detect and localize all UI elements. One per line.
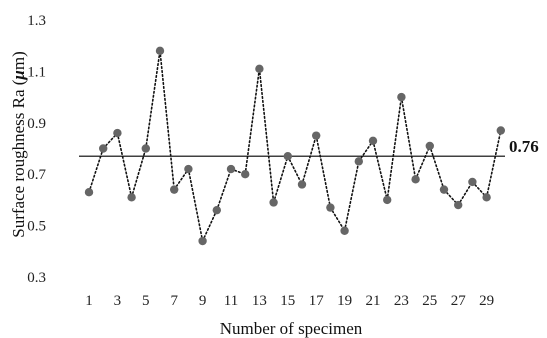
data-point [297, 180, 307, 189]
series-segment [485, 129, 502, 199]
x-tick-label: 21 [366, 293, 381, 309]
x-tick-label: 29 [479, 293, 494, 309]
y-tick-label: 1.3 [27, 13, 46, 29]
data-point [368, 136, 378, 145]
data-point [170, 185, 179, 194]
data-point [99, 144, 108, 153]
series-segment [159, 50, 175, 191]
series-segment [201, 209, 218, 242]
series-segment [286, 155, 303, 186]
series-segment [301, 134, 318, 186]
series-segment [116, 132, 133, 199]
x-tick-label: 13 [252, 293, 267, 309]
data-point [269, 198, 278, 207]
data-point [397, 92, 406, 102]
y-tick-label: 0.9 [27, 116, 46, 132]
data-point [383, 195, 392, 205]
x-tick-label: 1 [85, 293, 93, 309]
data-point [326, 203, 335, 212]
series-segment [258, 68, 275, 204]
data-point [340, 226, 349, 235]
series-segment [428, 145, 445, 191]
series-segment [343, 160, 360, 232]
series-segment [187, 168, 204, 242]
x-tick-label: 3 [114, 293, 122, 309]
x-tick-label: 19 [337, 293, 352, 309]
data-point [482, 193, 491, 202]
data-point [141, 144, 150, 153]
data-point [184, 164, 193, 174]
data-point [496, 126, 505, 135]
data-point [226, 164, 236, 174]
series-segment [88, 147, 104, 193]
data-point [312, 131, 321, 140]
series-segment [329, 206, 346, 232]
series-segment [244, 68, 261, 175]
series-segment [386, 96, 403, 201]
y-axis-title: Surface roughness Ra (μm) [9, 51, 28, 238]
data-point [198, 236, 207, 246]
y-axis-title-mu: μ [9, 70, 28, 80]
x-tick-label: 23 [394, 293, 409, 309]
series-segment [130, 147, 147, 199]
data-point [241, 170, 250, 179]
x-tick-label: 7 [170, 293, 178, 309]
data-point [411, 175, 420, 184]
axis-layer: 0.30.50.70.91.11.31 3 5 7 9 11 13 15 17 19 21 23 25 2… [27, 13, 494, 309]
data-point [425, 141, 434, 151]
data-point [155, 46, 165, 56]
series-segment [315, 134, 332, 209]
data-point [84, 187, 94, 197]
x-tick-label: 27 [451, 293, 467, 309]
data-point [127, 193, 136, 202]
data-point [454, 200, 463, 210]
data-point [283, 152, 292, 161]
series-segment [372, 139, 389, 201]
series-segment [272, 155, 289, 204]
x-tick-label: 9 [199, 293, 207, 309]
x-axis-title: Number of specimen [220, 319, 363, 338]
series-segment [457, 181, 474, 206]
x-tick-label: 11 [224, 293, 238, 309]
y-tick-label: 0.3 [27, 270, 46, 286]
y-tick-label: 0.5 [27, 219, 46, 235]
series-layer [84, 46, 505, 246]
y-axis-title-part: Surface roughness Ra ( [9, 79, 28, 237]
series-segment [216, 168, 232, 211]
x-tick-label: 5 [142, 293, 150, 309]
series-segment [400, 96, 417, 181]
series-segment [414, 145, 431, 181]
series-segment [145, 50, 161, 150]
data-point [255, 64, 264, 74]
x-tick-label: 25 [422, 293, 437, 309]
label-layer: Number of specimen Surface roughness Ra … [9, 51, 539, 338]
data-point [439, 185, 449, 194]
data-point [468, 177, 477, 187]
data-point [212, 205, 221, 215]
y-tick-label: 0.7 [27, 167, 46, 183]
y-tick-label: 1.1 [27, 64, 46, 80]
data-point [354, 157, 363, 166]
data-point [113, 128, 122, 138]
reference-line-label: 0.76 [509, 137, 539, 156]
y-axis-title-part: m) [9, 51, 28, 70]
x-tick-label: 17 [309, 293, 325, 309]
x-tick-label: 15 [280, 293, 295, 309]
